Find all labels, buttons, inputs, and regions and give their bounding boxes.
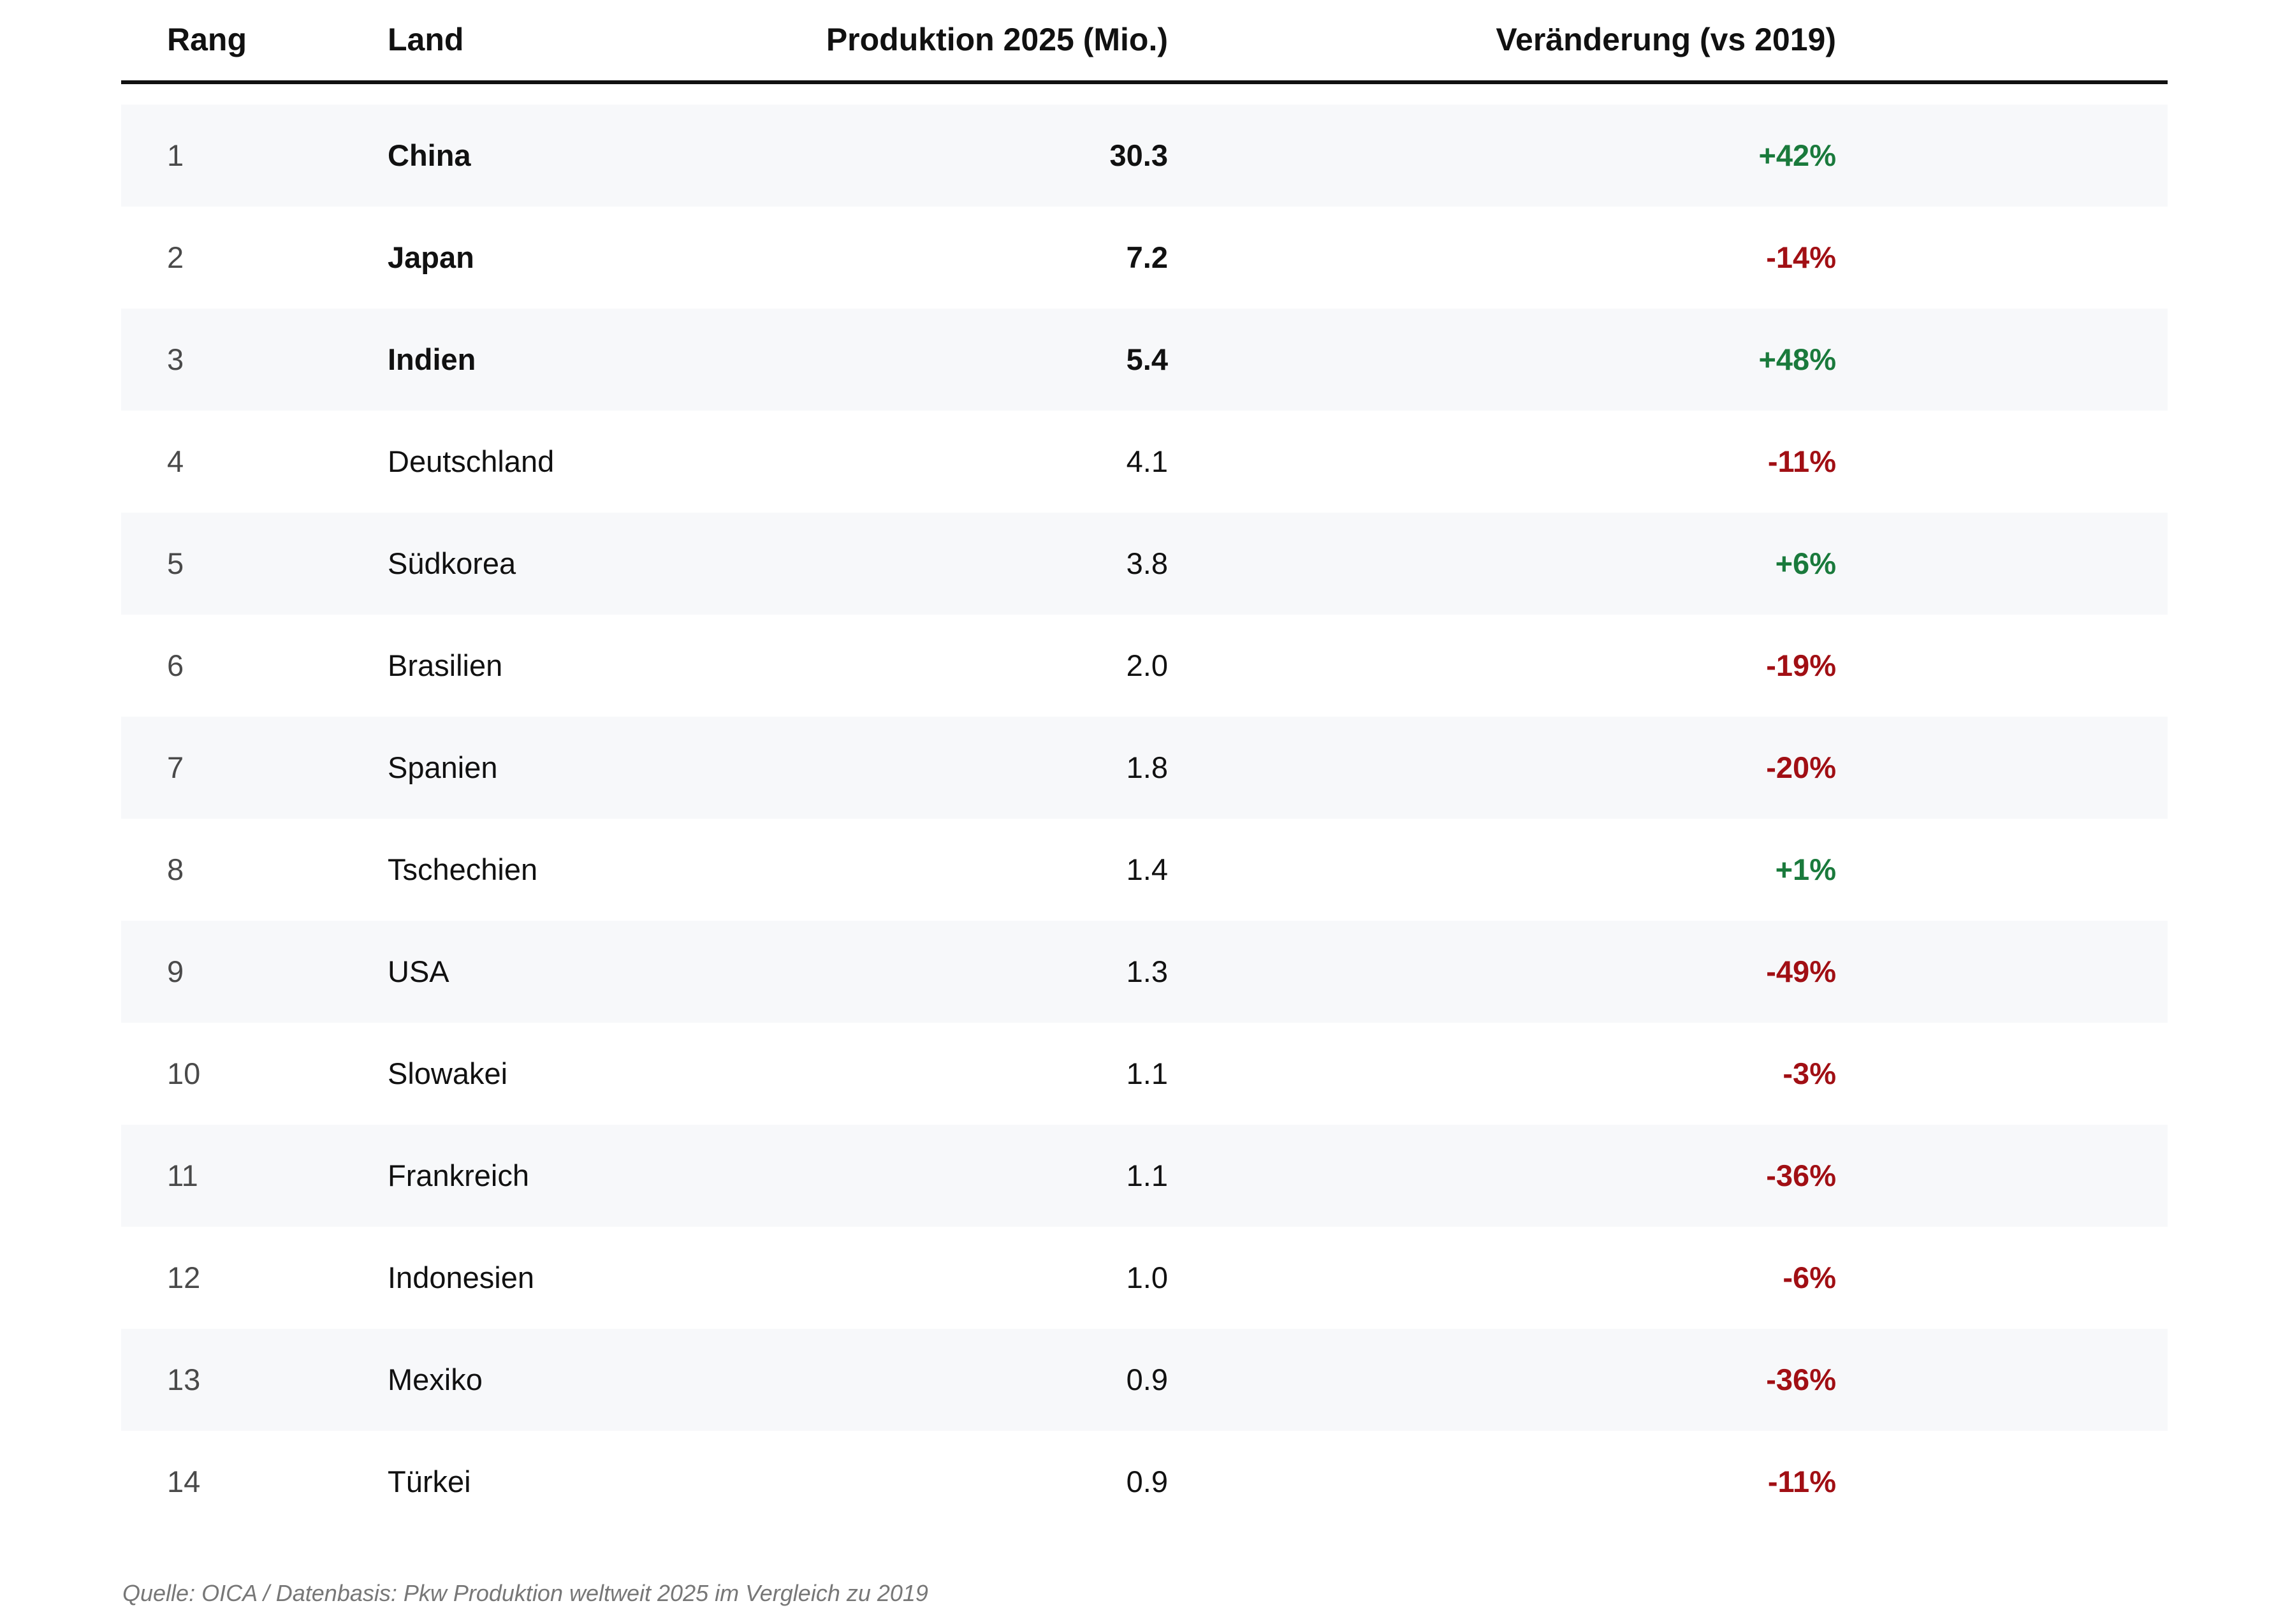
header-country[interactable]: Land (388, 22, 464, 57)
production-cell: 1.3 (1126, 955, 1168, 988)
change-cell: -3% (1783, 1057, 1836, 1090)
production-cell: 0.9 (1126, 1363, 1168, 1396)
rank-cell: 12 (167, 1261, 201, 1294)
change-cell: -36% (1766, 1159, 1836, 1192)
production-cell: 1.1 (1126, 1057, 1168, 1090)
rank-cell: 9 (167, 955, 184, 988)
country-cell: Mexiko (388, 1363, 483, 1396)
table-body: 1 China 30.3 +42% 2 Japan 7.2 -14% 3 Indien 5.4 +48… (121, 105, 2168, 1533)
change-cell: +48% (1758, 342, 1836, 376)
rank-cell: 13 (167, 1363, 201, 1396)
table-row[interactable]: 1 China 30.3 +42% (121, 105, 2168, 207)
table-row[interactable]: 7 Spanien 1.8 -20% (121, 717, 2168, 819)
table-row[interactable]: 11 Frankreich 1.1 -36% (121, 1125, 2168, 1227)
country-cell: Südkorea (388, 546, 516, 580)
production-cell: 1.0 (1126, 1261, 1168, 1294)
table-row[interactable]: 4 Deutschland 4.1 -11% (121, 411, 2168, 513)
rank-cell: 10 (167, 1057, 201, 1090)
table-row[interactable]: 3 Indien 5.4 +48% (121, 309, 2168, 411)
table-row[interactable]: 5 Südkorea 3.8 +6% (121, 513, 2168, 615)
change-cell: +42% (1758, 138, 1836, 172)
header-production[interactable]: Produktion 2025 (Mio.) (826, 22, 1168, 57)
change-cell: -6% (1783, 1261, 1836, 1294)
table-row[interactable]: 13 Mexiko 0.9 -36% (121, 1329, 2168, 1431)
rank-cell: 1 (167, 138, 184, 172)
table-row[interactable]: 14 Türkei 0.9 -11% (121, 1431, 2168, 1533)
change-cell: -20% (1766, 750, 1836, 784)
country-cell: Slowakei (388, 1057, 508, 1090)
rank-cell: 8 (167, 852, 184, 886)
rank-cell: 14 (167, 1465, 201, 1498)
rank-cell: 11 (167, 1159, 198, 1192)
table-row[interactable]: 2 Japan 7.2 -14% (121, 207, 2168, 309)
change-cell: -36% (1766, 1363, 1836, 1396)
rank-cell: 5 (167, 546, 184, 580)
table-row[interactable]: 9 USA 1.3 -49% (121, 921, 2168, 1023)
country-cell: Frankreich (388, 1159, 530, 1192)
rank-cell: 3 (167, 342, 184, 376)
change-cell: -11% (1767, 444, 1836, 478)
production-cell: 5.4 (1126, 342, 1168, 376)
source-note: Quelle: OICA / Datenbasis: Pkw Produktio… (122, 1580, 928, 1606)
country-cell: Japan (388, 240, 474, 274)
production-cell: 1.8 (1126, 750, 1168, 784)
production-cell: 7.2 (1126, 240, 1168, 274)
production-cell: 4.1 (1126, 444, 1168, 478)
rank-cell: 7 (167, 750, 184, 784)
production-cell: 1.4 (1126, 852, 1168, 886)
country-cell: China (388, 138, 471, 172)
rank-cell: 6 (167, 648, 184, 682)
country-cell: Indonesien (388, 1261, 534, 1294)
header-rank[interactable]: Rang (167, 22, 247, 57)
production-cell: 1.1 (1126, 1159, 1168, 1192)
country-cell: Brasilien (388, 648, 503, 682)
change-cell: -14% (1766, 240, 1836, 274)
country-cell: Tschechien (388, 852, 538, 886)
production-cell: 30.3 (1109, 138, 1168, 172)
table-row[interactable]: 6 Brasilien 2.0 -19% (121, 615, 2168, 717)
table-row[interactable]: 10 Slowakei 1.1 -3% (121, 1023, 2168, 1125)
table-row[interactable]: 8 Tschechien 1.4 +1% (121, 819, 2168, 921)
production-table: Rang Land Produktion 2025 (Mio.) Verände… (121, 0, 2168, 1498)
country-cell: Türkei (388, 1465, 471, 1498)
table-header: Rang Land Produktion 2025 (Mio.) Verände… (121, 0, 2168, 84)
change-cell: -49% (1766, 955, 1836, 988)
country-cell: Deutschland (388, 444, 555, 478)
change-cell: +1% (1775, 852, 1836, 886)
production-cell: 0.9 (1126, 1465, 1168, 1498)
change-cell: -11% (1767, 1465, 1836, 1498)
change-cell: -19% (1766, 648, 1836, 682)
country-cell: USA (388, 955, 449, 988)
production-cell: 2.0 (1126, 648, 1168, 682)
rank-cell: 2 (167, 240, 184, 274)
table-row[interactable]: 12 Indonesien 1.0 -6% (121, 1227, 2168, 1329)
country-cell: Indien (388, 342, 476, 376)
production-cell: 3.8 (1126, 546, 1168, 580)
header-change[interactable]: Veränderung (vs 2019) (1496, 22, 1836, 57)
country-cell: Spanien (388, 750, 498, 784)
change-cell: +6% (1775, 546, 1836, 580)
rank-cell: 4 (167, 444, 184, 478)
